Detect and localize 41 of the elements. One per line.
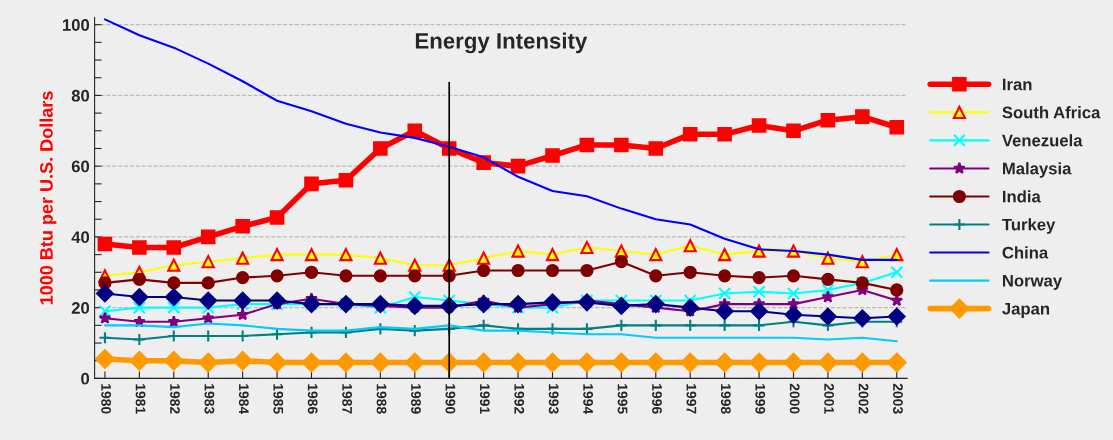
x-tick-label: 1988 (376, 384, 387, 414)
legend-label: Norway (1003, 274, 1062, 290)
legend-label: Malaysia (1003, 162, 1072, 178)
x-tick-label: 1998 (720, 384, 731, 414)
y-tick-label: 40 (71, 231, 90, 244)
legend-label: Japan (1002, 302, 1050, 318)
legend-label: Venezuela (1002, 134, 1083, 147)
x-tick-label: 1991 (479, 384, 490, 414)
x-tick-label: 1996 (652, 384, 662, 414)
x-tick-label: 1993 (548, 384, 559, 414)
x-tick-label: 1995 (617, 384, 628, 414)
x-tick-label: 1997 (686, 384, 697, 414)
y-tick-label: 80 (71, 89, 90, 102)
x-tick-label: 1980 (101, 384, 112, 414)
x-tick-label: 1982 (170, 384, 180, 414)
x-tick-label: 2000 (789, 383, 800, 414)
legend-label: Turkey (1002, 218, 1056, 234)
x-tick-label: 2002 (858, 383, 869, 414)
x-tick-label: 1986 (307, 384, 318, 414)
x-tick-label: 1983 (204, 384, 215, 414)
legend-label: India (1003, 190, 1041, 203)
legend-label: Iran (1003, 78, 1032, 91)
x-tick-label: 1981 (135, 384, 146, 414)
y-tick-label: 100 (62, 19, 90, 31)
x-tick-label: 1989 (411, 384, 421, 414)
x-tick-label: 1994 (583, 384, 594, 415)
x-tick-label: 1999 (755, 384, 766, 414)
x-tick-label: 2001 (824, 383, 835, 414)
legend-label: South Africa (1002, 106, 1101, 119)
x-tick-label: 1987 (342, 384, 353, 414)
x-tick-label: 1992 (514, 384, 525, 414)
x-tick-label: 1985 (273, 384, 284, 414)
y-axis-title: 1000 Btu per U.S. Dollars (39, 91, 57, 305)
legend-label: China (1002, 246, 1049, 259)
x-tick-label: 1984 (238, 384, 249, 415)
y-tick-label: 20 (71, 302, 90, 314)
y-tick-label: 60 (71, 160, 90, 173)
y-tick-label: 0 (81, 372, 90, 385)
x-tick-label: 2003 (893, 383, 903, 414)
x-tick-label: 1990 (445, 384, 456, 414)
text: Energy Intensity (415, 32, 588, 54)
